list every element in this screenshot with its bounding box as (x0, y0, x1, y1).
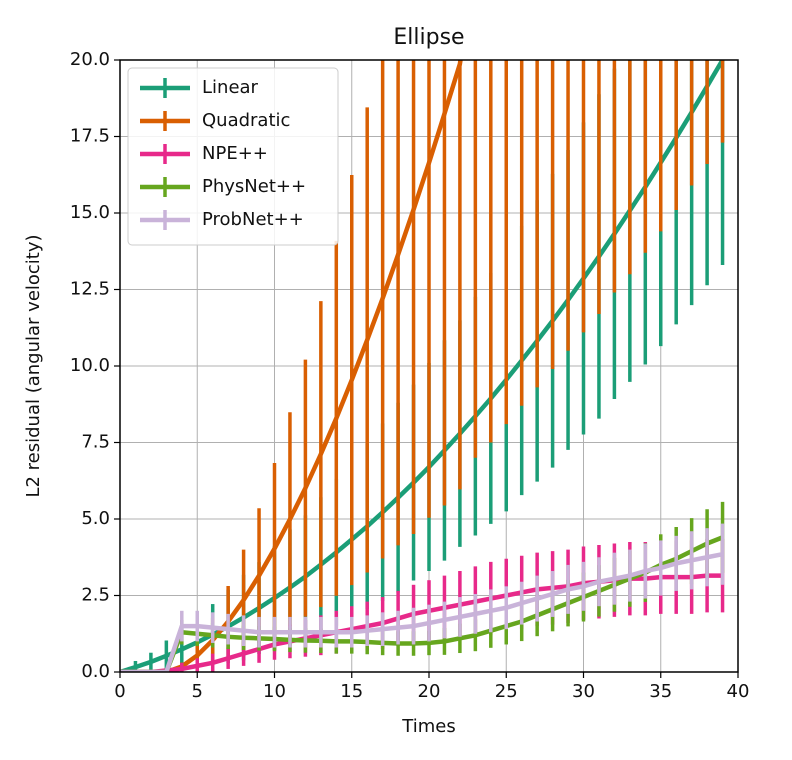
legend-label: NPE++ (202, 143, 268, 164)
x-tick-label: 30 (572, 681, 595, 702)
series-line (120, 535, 724, 672)
ticks: 0 5 10 15 20 25 30 35 40 0.0 2.5 5.0 7.5 10.0 12.5 15.0… (70, 49, 750, 702)
legend-box (127, 67, 339, 246)
y-tick-label: 10.0 (70, 355, 110, 376)
x-tick-label: 15 (340, 681, 363, 702)
y-tick-label: 2.5 (81, 585, 110, 606)
y-tick-label: 20.0 (70, 49, 110, 70)
plot-area (120, 60, 725, 672)
y-axis-label: L2 residual (angular velocity) (23, 234, 44, 497)
x-axis-label: Times (401, 716, 455, 737)
y-tick-label: 12.5 (70, 279, 110, 300)
legend: Linear Quadratic NPE++ PhysNet++ ProbNet++ (127, 67, 339, 246)
x-tick-label: 20 (418, 681, 441, 702)
series-line (120, 551, 723, 672)
x-tick-label: 25 (495, 681, 518, 702)
x-tick-label: 40 (727, 681, 750, 702)
y-tick-label: 7.5 (81, 432, 110, 453)
series-line (120, 60, 463, 672)
x-tick-label: 35 (649, 681, 672, 702)
y-tick-label: 0.0 (81, 661, 110, 682)
legend-label: Linear (202, 77, 259, 98)
legend-label: ProbNet++ (202, 209, 304, 230)
legend-label: PhysNet++ (202, 176, 306, 197)
x-tick-label: 5 (192, 681, 203, 702)
legend-label: Quadratic (202, 110, 290, 131)
y-tick-label: 17.5 (70, 126, 110, 147)
chart-title: Ellipse (393, 25, 464, 50)
y-tick-label: 5.0 (81, 508, 110, 529)
x-tick-label: 10 (263, 681, 286, 702)
x-tick-label: 0 (114, 681, 125, 702)
y-tick-label: 15.0 (70, 202, 110, 223)
